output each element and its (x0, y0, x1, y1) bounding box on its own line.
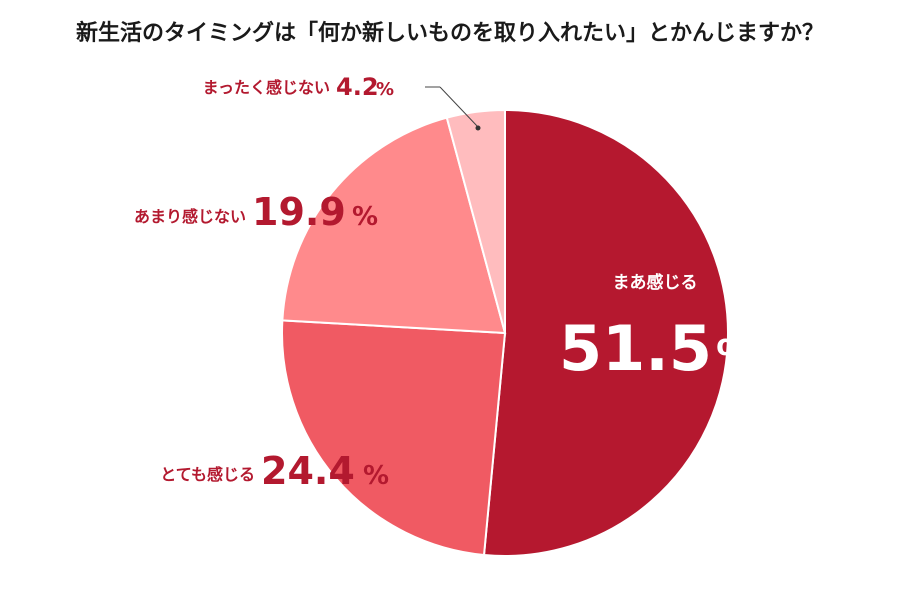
slice-label-totemo: とても感じる 24.4 % (160, 449, 389, 493)
slice-label-totemo-name: とても感じる (160, 465, 255, 484)
slice-mattaku (445, 108, 506, 334)
slice-label-mattaku-name: まったく感じない (203, 78, 330, 97)
leader-line (425, 86, 481, 131)
slice-label-maa-value: 51.5 (559, 312, 712, 385)
slice-label-amari-value: 19.9 (252, 190, 346, 234)
slice-label-mattaku-value: 4.2 (336, 73, 379, 101)
slice-label-amari-unit: % (352, 202, 378, 232)
slice-label-maa: まあ感じる 51.5 % (559, 272, 758, 385)
slice-label-maa-unit: % (716, 331, 758, 380)
slice-label-amari-name: あまり感じない (134, 207, 246, 226)
slice-label-totemo-value: 24.4 (261, 449, 355, 493)
slice-label-totemo-unit: % (363, 461, 389, 491)
slice-totemo (281, 319, 507, 557)
chart-title: 新生活のタイミングは「何か新しいものを取り入れたい」とかんじますか？ (76, 20, 824, 46)
slice-label-mattaku: まったく感じない 4.2 % (203, 73, 394, 101)
slice-label-amari: あまり感じない 19.9 % (134, 190, 378, 234)
slice-maa (482, 108, 729, 557)
slice-label-maa-name: まあ感じる (613, 272, 698, 293)
slice-amari (281, 116, 507, 335)
pie-slices (281, 108, 729, 557)
slice-label-mattaku-unit: % (376, 79, 394, 100)
